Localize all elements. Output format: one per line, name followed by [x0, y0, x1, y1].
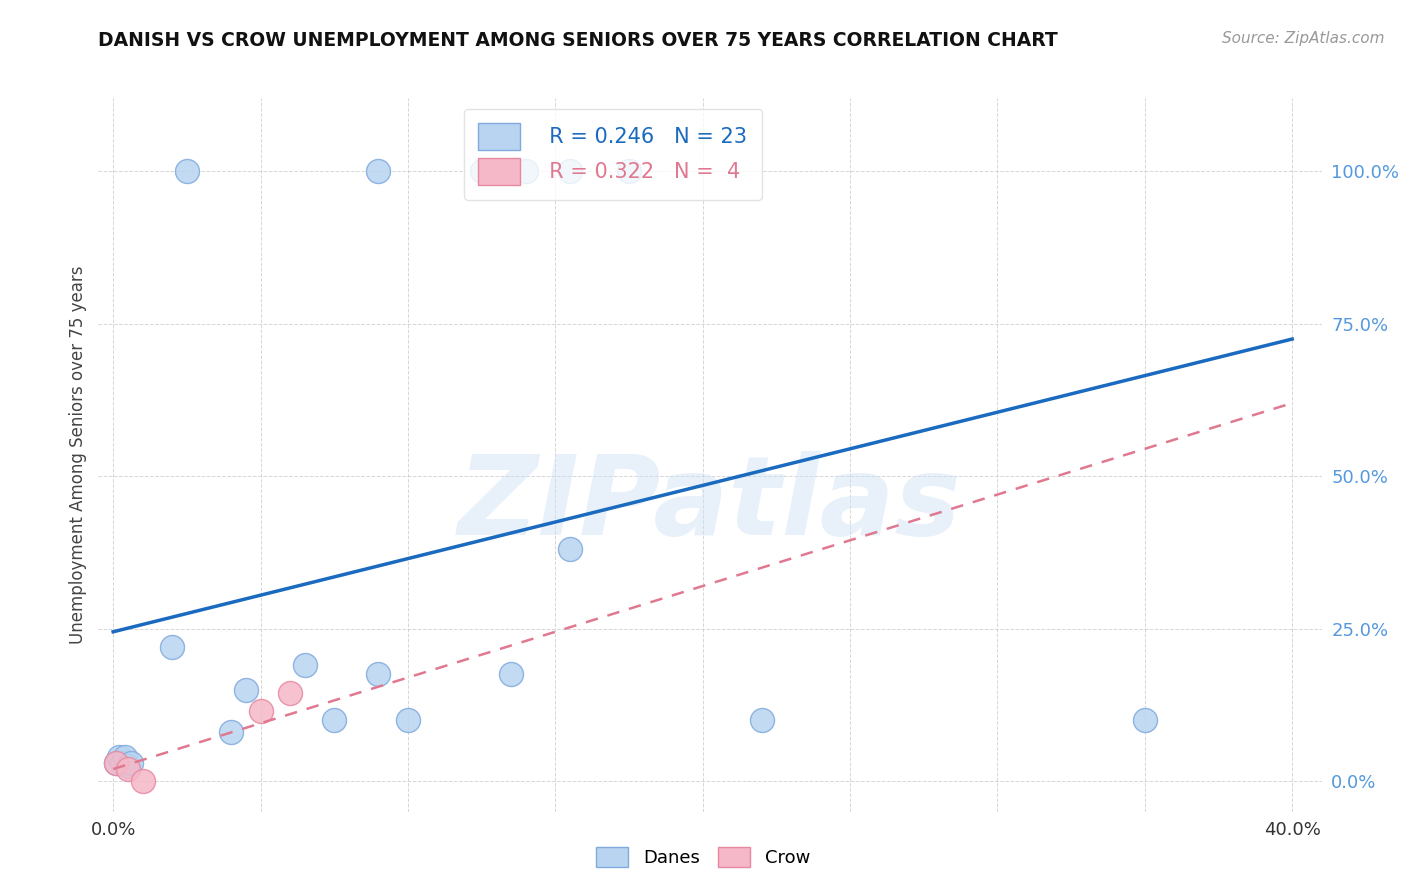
Text: DANISH VS CROW UNEMPLOYMENT AMONG SENIORS OVER 75 YEARS CORRELATION CHART: DANISH VS CROW UNEMPLOYMENT AMONG SENIOR… — [98, 31, 1059, 50]
Point — [499, 667, 522, 681]
Point — [515, 164, 537, 178]
Text: ZIPatlas: ZIPatlas — [458, 451, 962, 558]
Point — [396, 713, 419, 727]
Point — [249, 704, 271, 718]
Point — [105, 756, 128, 770]
Point — [617, 164, 640, 178]
Point — [323, 713, 346, 727]
Point — [471, 164, 494, 178]
Legend:   R = 0.246   N = 23,   R = 0.322   N =  4: R = 0.246 N = 23, R = 0.322 N = 4 — [464, 109, 762, 200]
Point — [176, 164, 198, 178]
Point — [367, 667, 389, 681]
Point — [111, 756, 134, 770]
Point — [1133, 713, 1156, 727]
Point — [278, 686, 301, 700]
Point — [105, 756, 128, 770]
Point — [117, 762, 139, 776]
Point — [120, 756, 142, 770]
Point — [558, 542, 581, 557]
Point — [367, 164, 389, 178]
Text: Source: ZipAtlas.com: Source: ZipAtlas.com — [1222, 31, 1385, 46]
Point — [219, 725, 242, 739]
Y-axis label: Unemployment Among Seniors over 75 years: Unemployment Among Seniors over 75 years — [69, 266, 87, 644]
Point — [558, 164, 581, 178]
Point — [160, 640, 183, 654]
Point — [235, 682, 257, 697]
Point — [294, 658, 316, 673]
Legend: Danes, Crow: Danes, Crow — [589, 839, 817, 874]
Point — [117, 759, 139, 773]
Point — [751, 713, 773, 727]
Point — [114, 749, 136, 764]
Point — [108, 749, 131, 764]
Point — [131, 774, 153, 789]
